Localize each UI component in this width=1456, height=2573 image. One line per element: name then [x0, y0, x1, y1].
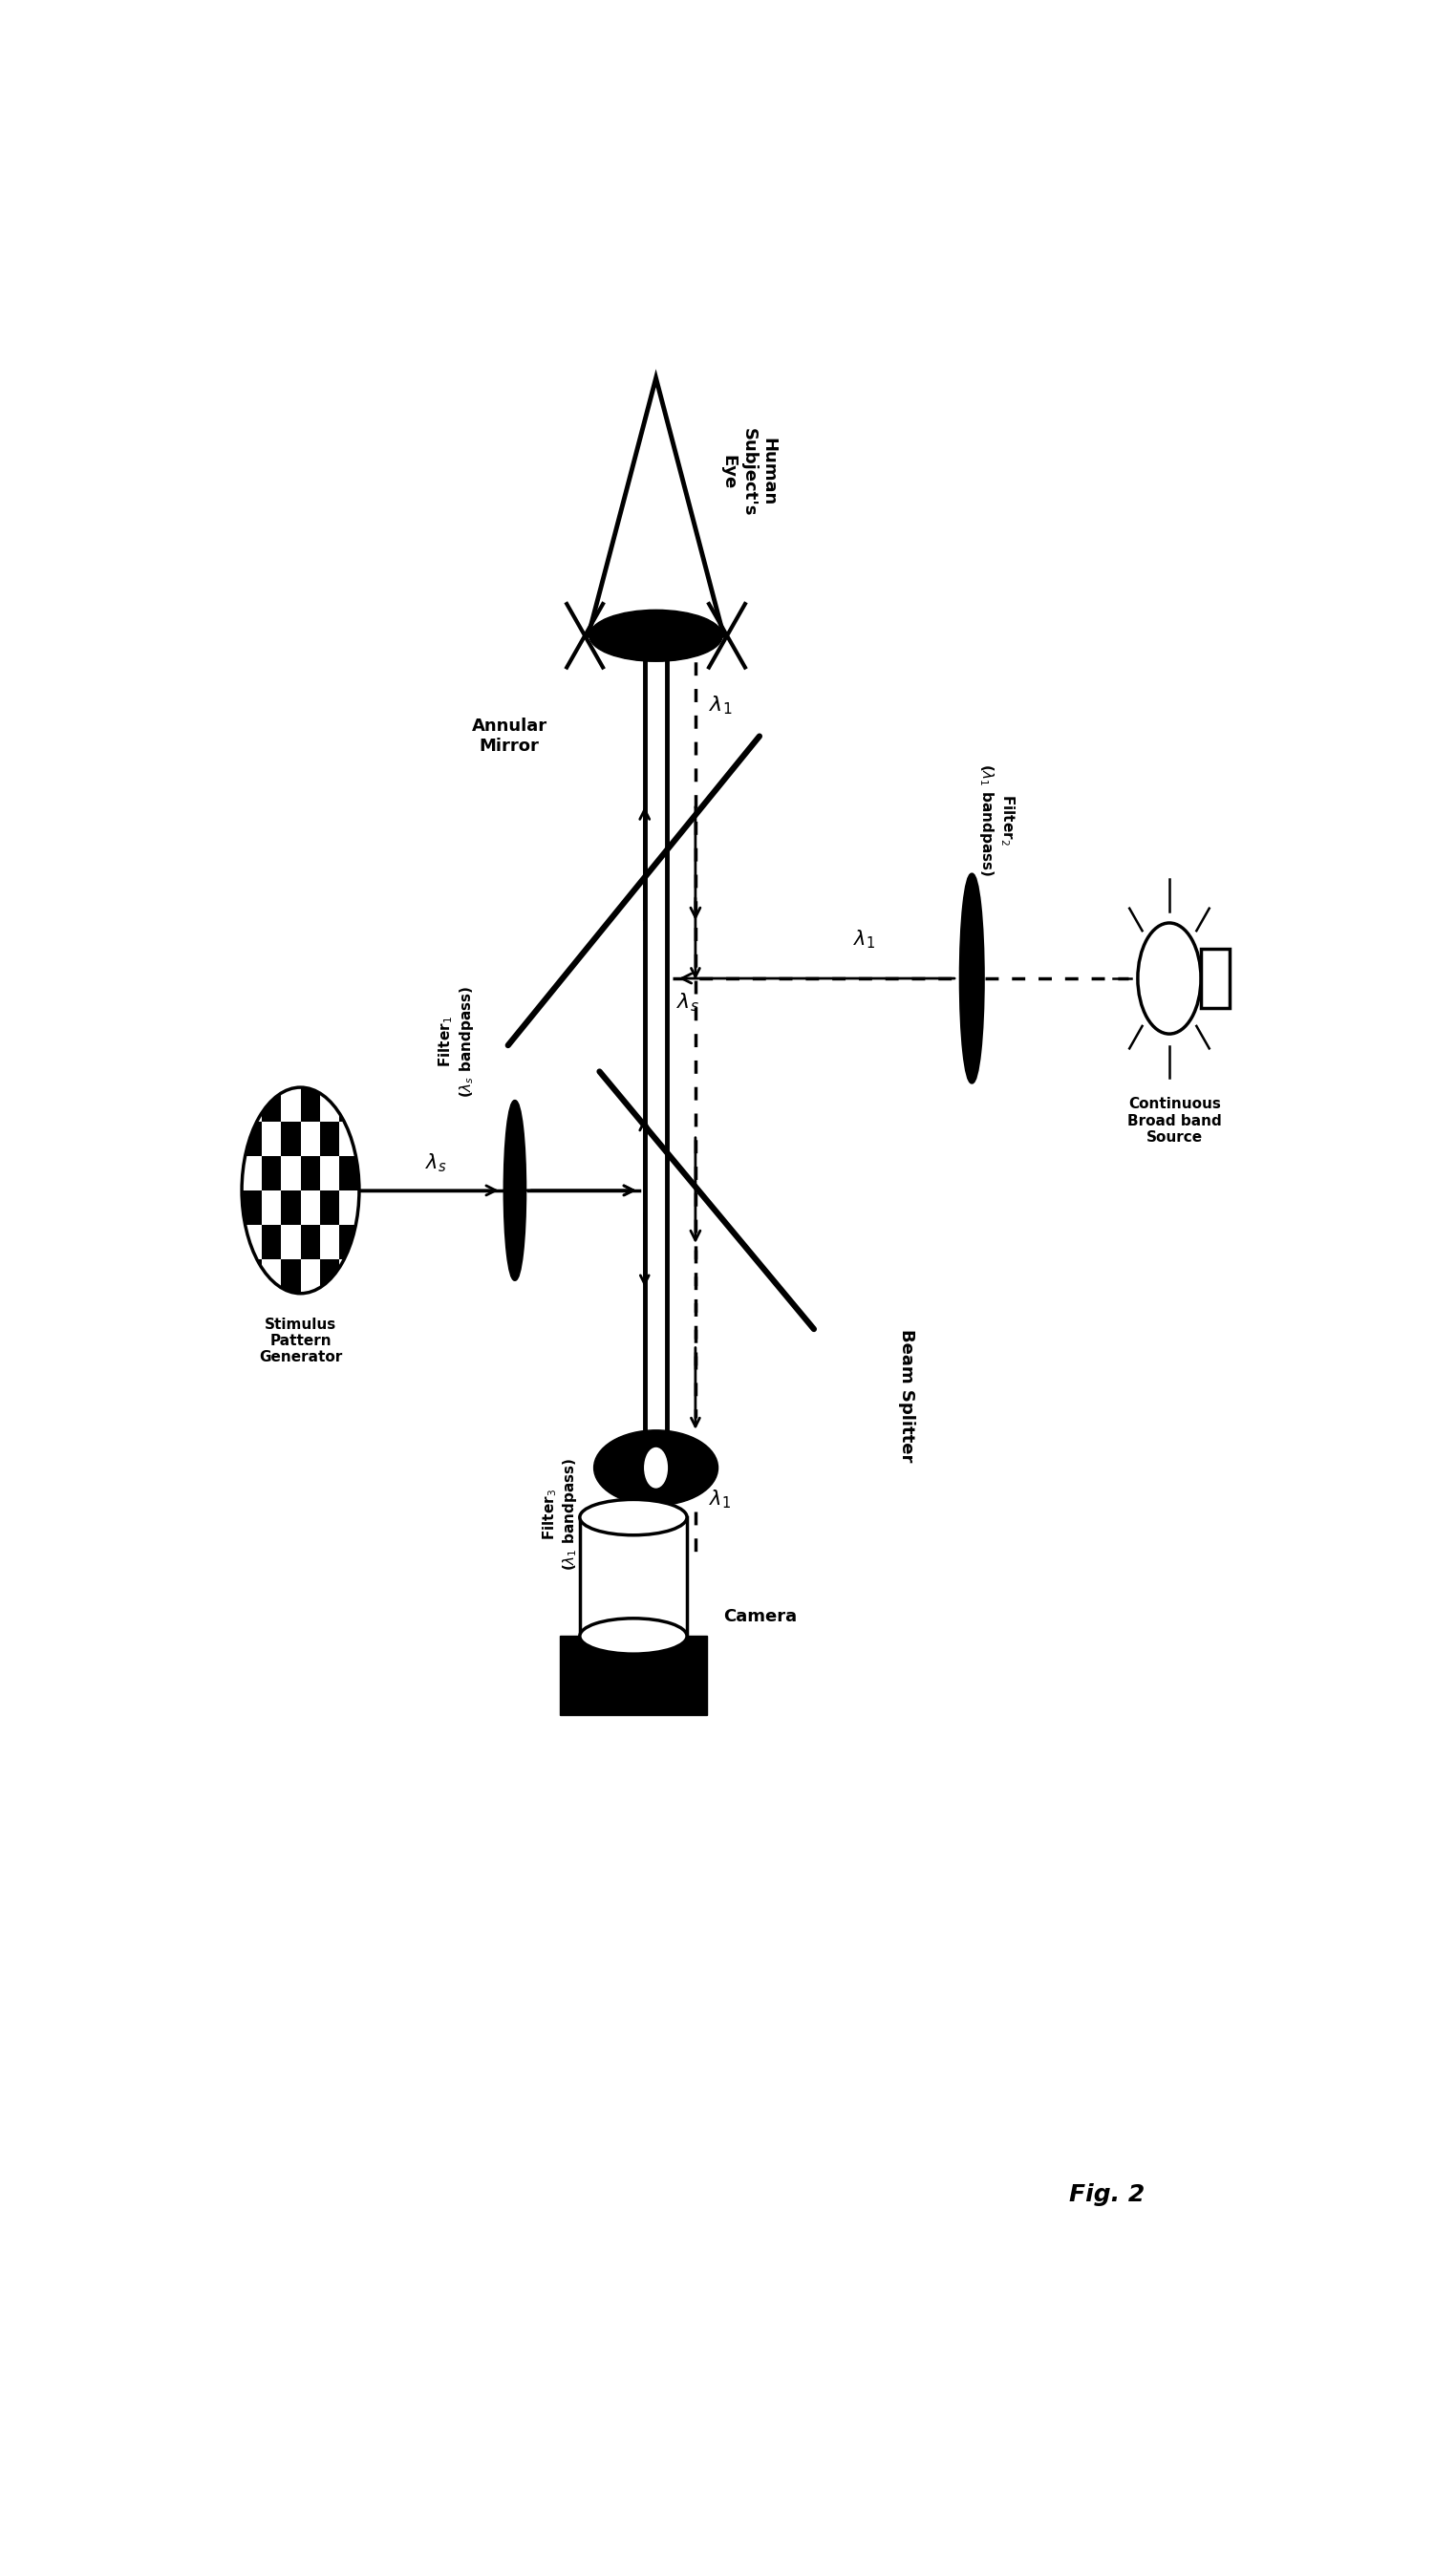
- Text: $\lambda_s$: $\lambda_s$: [676, 991, 699, 1014]
- Bar: [242, 1258, 262, 1294]
- Bar: [242, 1191, 262, 1225]
- Text: Filter$_2$
($\lambda_1$ bandpass): Filter$_2$ ($\lambda_1$ bandpass): [977, 764, 1016, 877]
- Bar: [339, 1225, 360, 1258]
- Bar: [262, 1225, 281, 1258]
- Bar: [281, 1258, 300, 1294]
- Bar: [320, 1122, 339, 1155]
- Text: Filter$_1$
($\lambda_s$ bandpass): Filter$_1$ ($\lambda_s$ bandpass): [437, 985, 476, 1099]
- Circle shape: [1137, 924, 1201, 1034]
- Circle shape: [645, 1449, 667, 1487]
- Bar: [262, 1155, 281, 1191]
- Bar: [300, 1155, 320, 1191]
- Text: Annular
Mirror: Annular Mirror: [472, 718, 547, 754]
- Ellipse shape: [579, 1618, 687, 1654]
- Text: Fig. 2: Fig. 2: [1069, 2184, 1146, 2205]
- Ellipse shape: [579, 1500, 687, 1536]
- Circle shape: [242, 1088, 360, 1294]
- Bar: [320, 1258, 339, 1294]
- Ellipse shape: [594, 1431, 718, 1505]
- Bar: [281, 1122, 300, 1155]
- Text: Beam Splitter: Beam Splitter: [898, 1330, 916, 1461]
- Text: Continuous
Broad band
Source: Continuous Broad band Source: [1128, 1096, 1222, 1145]
- Bar: [281, 1191, 300, 1225]
- Bar: [1201, 949, 1229, 1009]
- Bar: [579, 1518, 687, 1636]
- Text: $\lambda_1$: $\lambda_1$: [853, 929, 875, 949]
- Ellipse shape: [505, 1101, 526, 1279]
- Text: $\lambda_1$: $\lambda_1$: [709, 695, 732, 715]
- Bar: [339, 1155, 360, 1191]
- Bar: [242, 1122, 262, 1155]
- Text: Filter$_3$
($\lambda_1$ bandpass): Filter$_3$ ($\lambda_1$ bandpass): [540, 1459, 579, 1572]
- Bar: [300, 1225, 320, 1258]
- Bar: [300, 1088, 320, 1122]
- Text: $\lambda_s$: $\lambda_s$: [425, 1153, 447, 1173]
- Bar: [561, 1636, 706, 1716]
- Text: Human
Subject's
Eye: Human Subject's Eye: [719, 427, 778, 517]
- Text: Stimulus
Pattern
Generator: Stimulus Pattern Generator: [259, 1317, 342, 1364]
- Text: Camera: Camera: [724, 1608, 798, 1626]
- Ellipse shape: [961, 875, 983, 1083]
- Bar: [339, 1088, 360, 1122]
- Ellipse shape: [590, 610, 722, 661]
- Bar: [262, 1088, 281, 1122]
- Text: $\lambda_1$: $\lambda_1$: [709, 1487, 731, 1510]
- Bar: [320, 1191, 339, 1225]
